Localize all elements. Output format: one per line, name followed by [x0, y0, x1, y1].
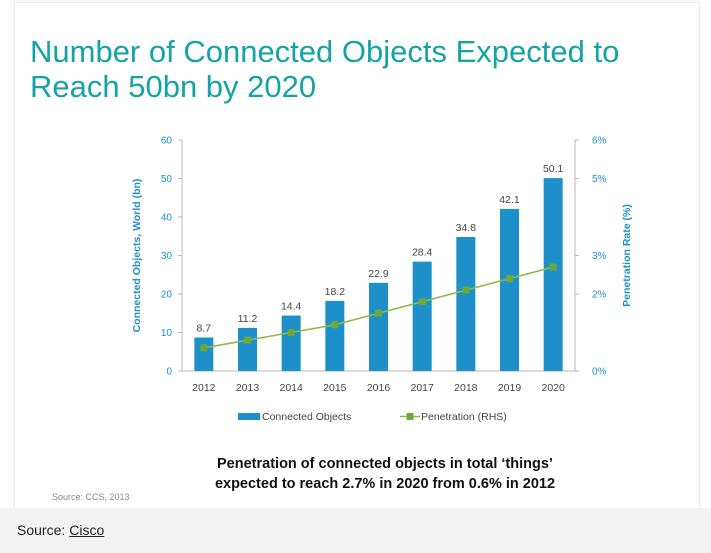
- penetration-point: [375, 309, 382, 317]
- bar-value-label: 42.1: [499, 194, 520, 206]
- legend-label-connected-objects: Connected Objects: [262, 411, 351, 423]
- x-tick-label: 2014: [279, 382, 303, 394]
- caption-line-1: Penetration of connected objects in tota…: [217, 456, 553, 472]
- bar: [194, 337, 214, 371]
- bar-value-label: 14.4: [281, 301, 302, 313]
- y-tick-label: 20: [161, 290, 173, 301]
- y-axis-title: Connected Objects, World (bn): [131, 179, 143, 333]
- penetration-point: [287, 329, 295, 336]
- x-tick-label: 2012: [192, 382, 216, 394]
- x-tick-label: 2016: [367, 382, 391, 394]
- y2-tick-label: 5%: [592, 174, 607, 185]
- chart-slide: [14, 2, 700, 510]
- x-tick-label: 2015: [323, 382, 347, 394]
- bar: [412, 261, 432, 371]
- penetration-point: [506, 275, 513, 283]
- bar: [281, 315, 301, 371]
- bar: [325, 300, 345, 371]
- legend-swatch-connected-objects: [238, 413, 260, 420]
- y2-tick-label: 2%: [592, 290, 607, 301]
- legend-swatch-penetration: [406, 413, 414, 420]
- bar-value-label: 34.8: [456, 222, 477, 234]
- source-line: Source: Cisco: [17, 522, 104, 538]
- connected-objects-chart: 0 10 20 30 40 50 60 0% 2% 3% 5% 6% Connected Objects…: [131, 136, 633, 424]
- bar: [369, 282, 388, 371]
- penetration-point: [462, 286, 470, 294]
- penetration-point: [244, 336, 251, 344]
- bar: [500, 208, 519, 371]
- y2-axis-title: Penetration Rate (%): [621, 204, 633, 307]
- chart-source-note: Source: CCS, 2013: [52, 492, 130, 502]
- x-tick-label: 2017: [410, 382, 434, 394]
- y2-tick-label: 0%: [592, 367, 607, 378]
- y-tick-label: 10: [161, 328, 173, 339]
- chart-caption: Penetration of connected objects in tota…: [150, 454, 620, 494]
- y2-tick-label: 3%: [592, 251, 607, 262]
- y2-tick-label: 6%: [592, 136, 607, 147]
- y-tick-label: 30: [161, 251, 173, 262]
- source-link-cisco[interactable]: Cisco: [69, 522, 105, 538]
- penetration-point: [418, 298, 426, 306]
- bar-value-label: 11.2: [238, 313, 258, 325]
- caption-line-2: expected to reach 2.7% in 2020 from 0.6%…: [214, 476, 556, 492]
- source-bar: Source: Cisco: [0, 508, 711, 553]
- bar-value-label: 18.2: [325, 286, 346, 298]
- bar-value-label: 50.1: [543, 163, 564, 175]
- x-tick-label: 2020: [541, 382, 565, 394]
- penetration-point: [331, 321, 339, 329]
- source-label: Source:: [17, 522, 66, 538]
- bar-value-label: 28.4: [412, 247, 433, 259]
- x-tick-label: 2019: [498, 382, 522, 394]
- bar-value-label: 22.9: [368, 268, 389, 280]
- legend-label-penetration: Penetration (RHS): [421, 411, 507, 423]
- y-tick-label: 60: [161, 136, 173, 147]
- penetration-point: [200, 344, 208, 352]
- bar: [456, 237, 476, 371]
- penetration-point: [549, 263, 557, 271]
- x-tick-label: 2013: [236, 382, 260, 394]
- y-tick-label: 0: [166, 367, 172, 378]
- bar: [238, 327, 257, 371]
- x-tick-label: 2018: [454, 382, 478, 394]
- y-tick-label: 40: [161, 213, 173, 224]
- chart-title: Number of Connected Objects Expected to …: [30, 34, 620, 104]
- y-tick-label: 50: [161, 174, 173, 185]
- bar: [543, 178, 563, 371]
- bar-value-label: 8.7: [197, 323, 212, 335]
